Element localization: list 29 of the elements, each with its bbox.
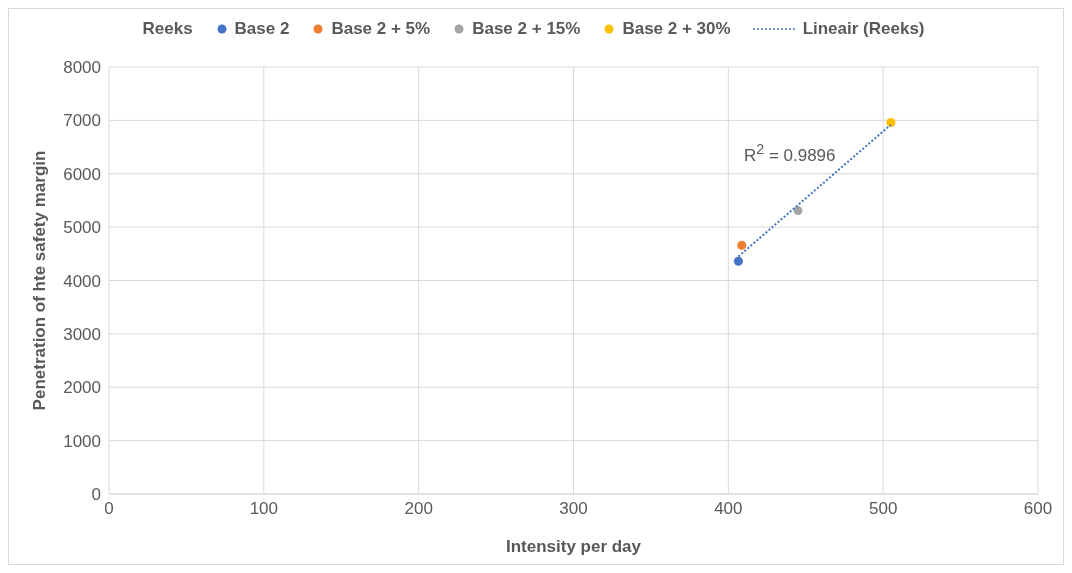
- y-tick-label: 0: [91, 485, 101, 505]
- point: [886, 118, 896, 128]
- legend-title: Reeks: [142, 19, 193, 39]
- x-axis-title: Intensity per day: [505, 537, 642, 556]
- legend-label: Base 2 + 5%: [331, 19, 431, 39]
- y-tick-label: 8000: [63, 58, 101, 78]
- annotation: R$^{2}$ = 0.9896: [744, 141, 836, 166]
- y-tick-label: 7000: [63, 111, 101, 131]
- point: [733, 256, 743, 266]
- legend-label: Base 2 + 15%: [472, 19, 581, 39]
- x-tick-label: 500: [868, 499, 898, 519]
- legend-label: Base 2: [234, 19, 290, 39]
- y-tick-label: 2000: [63, 378, 101, 398]
- y-tick-label: 1000: [63, 431, 101, 451]
- y-axis-title: Penetration of hte safety margin: [30, 150, 50, 411]
- x-tick-label: 300: [559, 499, 588, 519]
- point: [793, 206, 803, 216]
- y-tick-label: 4000: [63, 271, 101, 291]
- y-tick-label: 5000: [63, 218, 101, 238]
- point: [737, 240, 747, 250]
- x-tick-label: 100: [249, 499, 279, 519]
- x-tick-label: 600: [1023, 499, 1053, 519]
- x-tick-label: 0: [104, 499, 114, 519]
- x-tick-label: 400: [714, 499, 743, 519]
- x-tick-label: 200: [404, 499, 433, 519]
- y-tick-label: 3000: [63, 324, 101, 344]
- legend-label: Lineair (Reeks): [802, 19, 925, 39]
- legend-label: Base 2 + 30%: [622, 19, 731, 39]
- y-tick-label: 6000: [63, 164, 101, 184]
